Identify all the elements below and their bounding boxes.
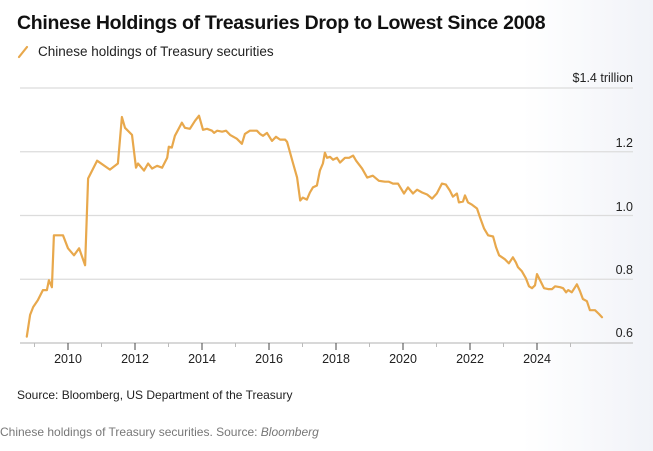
image-caption: Chinese holdings of Treasury securities.… xyxy=(0,425,319,439)
x-tick-label: 2024 xyxy=(523,352,551,366)
y-axis-unit-label: $1.4 trillion xyxy=(572,71,633,85)
legend-label: Chinese holdings of Treasury securities xyxy=(38,44,274,59)
y-tick-label: 1.2 xyxy=(615,135,633,150)
y-tick-label: 0.6 xyxy=(615,326,633,340)
x-tick-label: 2014 xyxy=(188,352,216,366)
y-tick-label: 1.0 xyxy=(615,199,633,214)
chart-title: Chinese Holdings of Treasuries Drop to L… xyxy=(17,12,546,34)
x-tick-label: 2012 xyxy=(121,352,149,366)
x-tick-label: 2020 xyxy=(389,352,417,366)
x-tick-label: 2018 xyxy=(322,352,350,366)
legend-line-swatch-icon xyxy=(17,45,29,58)
caption-text: Chinese holdings of Treasury securities.… xyxy=(0,425,261,439)
series-line-0 xyxy=(25,114,604,338)
y-tick-label: 0.8 xyxy=(615,263,633,278)
x-tick-label: 2016 xyxy=(255,352,283,366)
chart-source: Source: Bloomberg, US Department of the … xyxy=(17,388,293,402)
x-tick-label: 2022 xyxy=(456,352,484,366)
legend: Chinese holdings of Treasury securities xyxy=(17,44,274,59)
caption-source: Bloomberg xyxy=(260,425,319,439)
x-tick-label: 2010 xyxy=(54,352,82,366)
